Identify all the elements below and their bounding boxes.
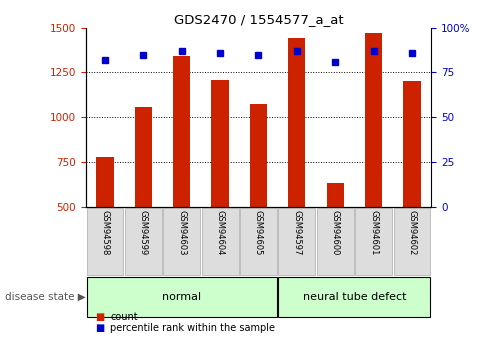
Text: GSM94600: GSM94600 bbox=[331, 210, 340, 256]
FancyBboxPatch shape bbox=[125, 208, 162, 275]
FancyBboxPatch shape bbox=[278, 208, 315, 275]
Text: GSM94601: GSM94601 bbox=[369, 210, 378, 256]
Text: normal: normal bbox=[162, 292, 201, 302]
Text: ■: ■ bbox=[96, 312, 105, 322]
Text: GSM94604: GSM94604 bbox=[216, 210, 224, 256]
Bar bbox=[135, 107, 152, 207]
Bar bbox=[365, 33, 382, 207]
Text: GSM94605: GSM94605 bbox=[254, 210, 263, 256]
Text: GSM94598: GSM94598 bbox=[100, 210, 109, 256]
FancyBboxPatch shape bbox=[87, 277, 277, 317]
FancyBboxPatch shape bbox=[278, 277, 430, 317]
FancyBboxPatch shape bbox=[87, 208, 123, 275]
Text: count: count bbox=[110, 312, 138, 322]
FancyBboxPatch shape bbox=[355, 208, 392, 275]
FancyBboxPatch shape bbox=[240, 208, 277, 275]
Text: GSM94599: GSM94599 bbox=[139, 210, 148, 256]
FancyBboxPatch shape bbox=[202, 208, 239, 275]
Bar bbox=[97, 157, 114, 207]
Text: ■: ■ bbox=[96, 323, 105, 333]
Text: GSM94603: GSM94603 bbox=[177, 210, 186, 256]
Bar bbox=[327, 183, 344, 207]
FancyBboxPatch shape bbox=[163, 208, 200, 275]
Text: disease state ▶: disease state ▶ bbox=[5, 292, 86, 302]
Title: GDS2470 / 1554577_a_at: GDS2470 / 1554577_a_at bbox=[173, 13, 343, 27]
Bar bbox=[173, 56, 190, 207]
Bar bbox=[403, 81, 420, 207]
FancyBboxPatch shape bbox=[393, 208, 430, 275]
Text: percentile rank within the sample: percentile rank within the sample bbox=[110, 323, 275, 333]
Text: GSM94602: GSM94602 bbox=[408, 210, 416, 256]
Bar bbox=[212, 80, 229, 207]
Bar bbox=[288, 38, 305, 207]
Text: neural tube defect: neural tube defect bbox=[303, 292, 406, 302]
Text: GSM94597: GSM94597 bbox=[293, 210, 301, 256]
Bar bbox=[250, 104, 267, 207]
FancyBboxPatch shape bbox=[317, 208, 354, 275]
